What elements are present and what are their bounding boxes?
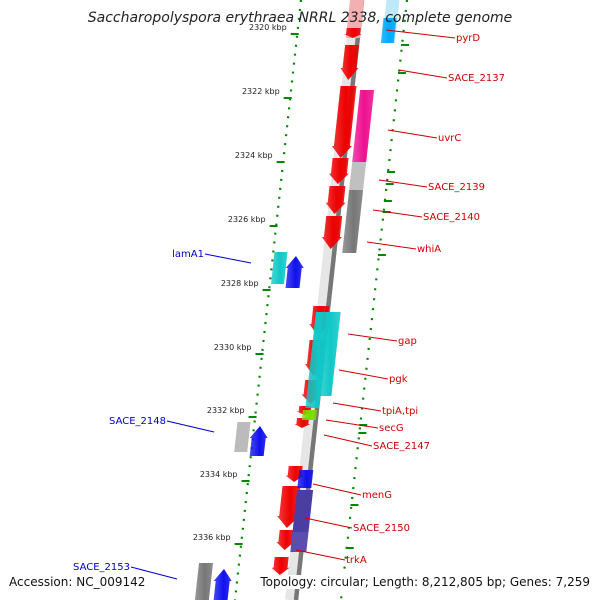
map-title: Saccharopolyspora erythraea NRRL 2338, c… — [87, 10, 513, 26]
gene-label: whiA — [417, 244, 441, 255]
scale-tick-label: 2334 kbp — [200, 470, 238, 479]
gene-leader-line — [398, 69, 448, 79]
scale-tick-label: 2336 kbp — [193, 533, 231, 542]
feature-lamA1-cyan — [271, 252, 288, 284]
gene-leader-line — [332, 402, 382, 412]
scale-tick-label: 2324 kbp — [235, 151, 273, 160]
gene-arrow-trkA — [271, 557, 290, 575]
gene-label: uvrC — [438, 133, 461, 144]
gene-arrow-whiA — [321, 216, 343, 249]
inner-scale-track — [233, 0, 303, 600]
feature-secG-lime — [301, 410, 317, 420]
gene-arrow-SACE_2148 — [249, 426, 268, 456]
gene-arrow-uvrC — [331, 86, 357, 158]
gene-leader-line — [385, 29, 456, 39]
feature-SACE_2148-grey — [234, 422, 251, 452]
genome-summary: Topology: circular; Length: 8,212,805 bp… — [256, 575, 590, 589]
gene-label: SACE_2150 — [353, 523, 410, 534]
scale-tick-label: 2322 kbp — [242, 87, 280, 96]
gene-leader-line — [378, 179, 428, 188]
gene-leader-line — [372, 209, 423, 218]
gene-leader-line — [366, 241, 417, 250]
gene-leader-line — [312, 483, 362, 496]
gene-arrow-secG — [294, 418, 311, 428]
feature-gap-cyan-b — [305, 312, 330, 408]
gene-leader-line — [347, 333, 398, 342]
gene-leader-line — [323, 434, 373, 447]
gene-label: SACE_2137 — [448, 73, 505, 84]
gene-arrow-SACE_2153 — [213, 569, 232, 600]
gene-label: tpiA,tpi — [382, 406, 418, 417]
feature-SACE_2151-purple — [290, 532, 309, 552]
gene-label: pgk — [389, 374, 408, 385]
scale-tick-label: 2332 kbp — [207, 406, 245, 415]
feature-gap-pgk-cyan — [317, 312, 341, 396]
feature-uvrC-magenta — [352, 90, 375, 162]
gene-leader-line — [387, 129, 438, 139]
gene-leader-line — [304, 517, 353, 529]
gene-leader-line-left — [204, 253, 252, 264]
gene-label: trkA — [346, 555, 367, 566]
scale-tick-label: 2328 kbp — [221, 279, 259, 288]
gene-label: gap — [398, 336, 417, 347]
gene-label: SACE_2139 — [428, 182, 485, 193]
gene-arrow-lamA1 — [285, 256, 304, 288]
gene-label: SACE_2147 — [373, 441, 430, 452]
gene-label-left: lamA1 — [172, 249, 204, 260]
scale-tick-label: 2326 kbp — [228, 215, 266, 224]
gene-label-left: SACE_2153 — [73, 562, 130, 573]
gene-leader-line — [295, 549, 346, 561]
scale-tick-label: 2330 kbp — [214, 343, 252, 352]
gene-leader-line-left — [130, 566, 178, 580]
outer-scale-track — [339, 0, 409, 600]
gene-label: pyrD — [456, 33, 480, 44]
feature-SACE_2153-grey — [194, 563, 213, 600]
gene-label: menG — [362, 490, 392, 501]
accession-label: Accession: NC_009142 — [9, 575, 148, 589]
gene-label: SACE_2140 — [423, 212, 480, 223]
feature-menG-blue — [297, 470, 314, 488]
gene-label-left: SACE_2148 — [109, 416, 166, 427]
feature-whiA-grey — [342, 190, 364, 253]
feature-SACE_2139-grey — [349, 162, 367, 190]
feature-SACE_2150-purple — [292, 490, 314, 532]
gene-arrow-SACE_2137 — [340, 45, 360, 80]
gene-leader-line — [338, 369, 389, 380]
gene-arrow-SACE_2140 — [325, 186, 346, 214]
gene-leader-line — [325, 419, 379, 429]
gene-label: secG — [379, 423, 404, 434]
scale-tick-label: 2320 kbp — [249, 23, 287, 32]
gene-arrow-SACE_2151 — [276, 530, 295, 550]
gene-leader-line-left — [166, 420, 215, 433]
gene-arrow-pyrD — [344, 28, 362, 38]
gene-arrow-SACE_2139 — [328, 158, 349, 184]
